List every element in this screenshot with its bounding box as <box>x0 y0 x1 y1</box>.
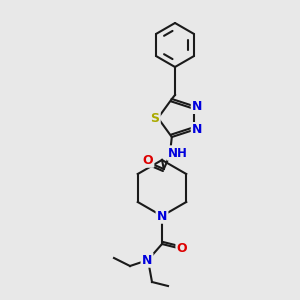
Text: N: N <box>142 254 152 266</box>
Text: NH: NH <box>168 146 188 160</box>
Text: O: O <box>177 242 187 254</box>
Text: N: N <box>192 123 202 136</box>
Text: N: N <box>192 100 202 113</box>
Text: S: S <box>151 112 160 124</box>
Text: O: O <box>142 154 153 166</box>
Text: N: N <box>157 209 167 223</box>
